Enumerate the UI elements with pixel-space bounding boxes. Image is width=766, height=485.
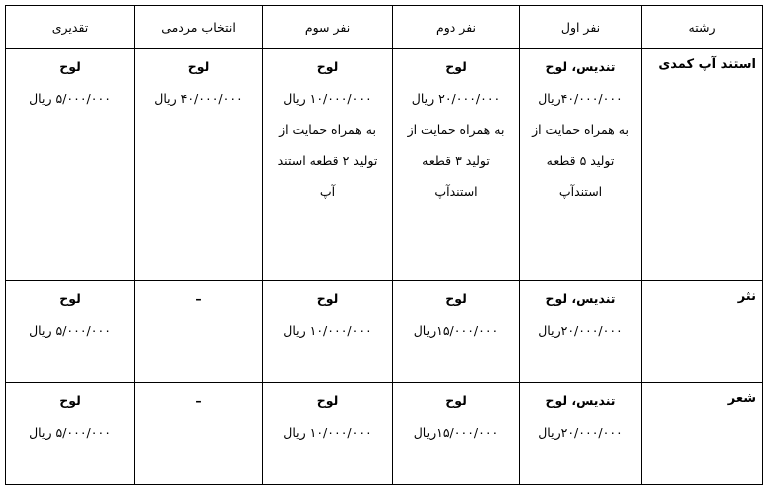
header-popular-choice: انتخاب مردمی [134,5,263,49]
cell-line: تندیس، لوح [545,393,616,408]
cell-line: ۱۵/۰۰۰/۰۰۰ریال [413,425,499,440]
cell-second-place: لوح ۱۵/۰۰۰/۰۰۰ریال [392,382,520,485]
cell-honorable-mention: لوح ۵/۰۰۰/۰۰۰ ریال [5,48,135,281]
cell-line: لوح [445,59,467,74]
table-row: شعر تندیس، لوح ۲۰/۰۰۰/۰۰۰ریال لوح ۱۵/۰۰۰/۰۰۰… [5,382,763,485]
header-field: رشته [641,5,763,49]
table-row: استند آپ کمدی تندیس، لوح ۴۰/۰۰۰/۰۰۰ریال به … [5,48,763,281]
field-name: نثر [641,280,763,383]
header-honorable-mention: تقدیری [5,5,135,49]
cell-line: – [195,393,202,408]
cell-line: تولید ۳ قطعه [422,153,490,168]
cell-line: تولید ۲ قطعه استند [277,153,378,168]
cell-line: ۱۵/۰۰۰/۰۰۰ریال [413,323,499,338]
cell-line: لوح [316,393,339,408]
cell-popular-choice: لوح ۴۰/۰۰۰/۰۰۰ ریال [134,48,263,281]
header-third-place: نفر سوم [262,5,393,49]
cell-honorable-mention: لوح ۵/۰۰۰/۰۰۰ ریال [5,280,135,383]
cell-line: ۱۰/۰۰۰/۰۰۰ ریال [283,91,372,106]
cell-line: ۲۰/۰۰۰/۰۰۰ریال [538,425,623,440]
cell-line: لوح [316,59,339,74]
cell-line: لوح [445,291,467,306]
cell-first-place: تندیس، لوح ۴۰/۰۰۰/۰۰۰ریال به همراه حمایت ا… [519,48,642,281]
cell-first-place: تندیس، لوح ۲۰/۰۰۰/۰۰۰ریال [519,382,642,485]
cell-line: آپ [319,184,336,199]
cell-line: ۵/۰۰۰/۰۰۰ ریال [29,91,111,106]
cell-line: ۵/۰۰۰/۰۰۰ ریال [29,323,111,338]
cell-line: به همراه حمایت از [407,122,505,137]
cell-third-place: لوح ۱۰/۰۰۰/۰۰۰ ریال به همراه حمایت از تولید… [262,48,393,281]
cell-line: ۴۰/۰۰۰/۰۰۰ ریال [154,91,243,106]
cell-line: لوح [59,291,81,306]
cell-line: ۲۰/۰۰۰/۰۰۰ ریال [411,91,501,106]
cell-line: ۱۰/۰۰۰/۰۰۰ ریال [283,323,372,338]
header-first-place: نفر اول [519,5,642,49]
field-name: شعر [641,382,763,485]
cell-popular-choice: – [134,382,263,485]
cell-line: تولید ۵ قطعه [546,153,615,168]
header-second-place: نفر دوم [392,5,520,49]
cell-third-place: لوح ۱۰/۰۰۰/۰۰۰ ریال [262,280,393,383]
cell-line: تندیس، لوح [545,59,616,74]
cell-second-place: لوح ۱۵/۰۰۰/۰۰۰ریال [392,280,520,383]
cell-line: به همراه حمایت از [279,122,376,137]
cell-honorable-mention: لوح ۵/۰۰۰/۰۰۰ ریال [5,382,135,485]
cell-first-place: تندیس، لوح ۲۰/۰۰۰/۰۰۰ریال [519,280,642,383]
cell-line: ۱۰/۰۰۰/۰۰۰ ریال [283,425,372,440]
cell-third-place: لوح ۱۰/۰۰۰/۰۰۰ ریال [262,382,393,485]
cell-line: تندیس، لوح [545,291,616,306]
cell-popular-choice: – [134,280,263,383]
cell-line: استندآپ [434,184,478,199]
table-row: نثر تندیس، لوح ۲۰/۰۰۰/۰۰۰ریال لوح ۱۵/۰۰۰/۰۰۰… [5,280,763,383]
cell-line: لوح [59,393,81,408]
cell-line: لوح [316,291,339,306]
cell-line: به همراه حمایت از [532,122,629,137]
field-name: استند آپ کمدی [641,48,763,281]
prize-table: رشته نفر اول نفر دوم نفر سوم انتخاب مردمی تقد… [5,5,763,485]
cell-line: ۵/۰۰۰/۰۰۰ ریال [29,425,111,440]
cell-line: استندآپ [558,184,603,199]
cell-line: لوح [445,393,467,408]
cell-line: ۲۰/۰۰۰/۰۰۰ریال [538,323,623,338]
cell-line: لوح [187,59,210,74]
header-row: رشته نفر اول نفر دوم نفر سوم انتخاب مردمی تقد… [5,5,763,49]
cell-line: لوح [59,59,81,74]
cell-line: ۴۰/۰۰۰/۰۰۰ریال [538,91,623,106]
cell-line: – [195,291,202,306]
cell-second-place: لوح ۲۰/۰۰۰/۰۰۰ ریال به همراه حمایت از تولید… [392,48,520,281]
